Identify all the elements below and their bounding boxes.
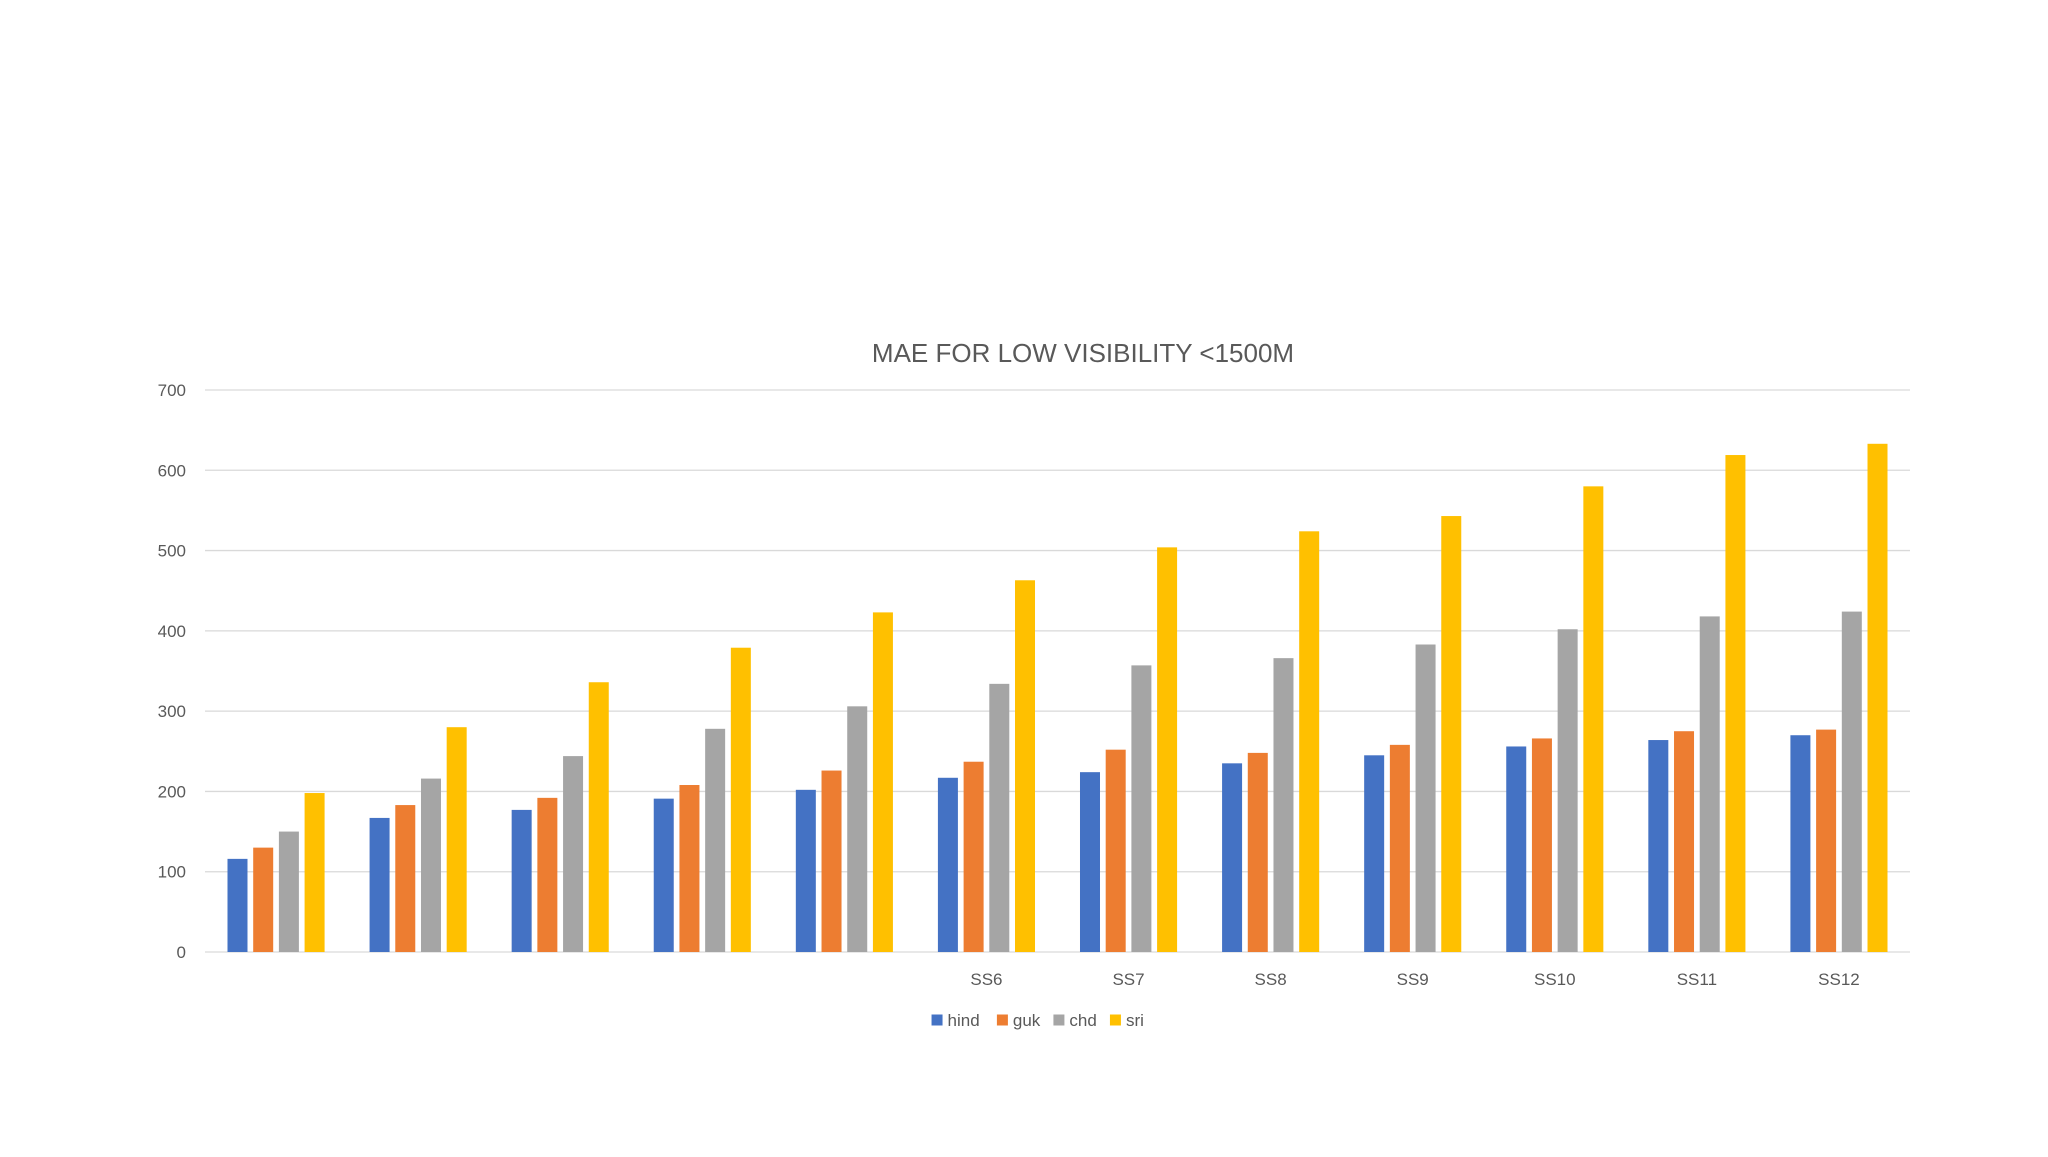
- bar-sri: [1867, 443, 1888, 952]
- legend-label-sri: sri: [1126, 1011, 1144, 1030]
- bar-hind: [937, 777, 958, 952]
- bar-guk: [679, 785, 700, 952]
- bar-sri: [1583, 486, 1604, 952]
- y-tick-label: 0: [177, 943, 186, 962]
- bar-hind: [1648, 740, 1669, 952]
- bar-chd: [420, 778, 441, 952]
- bar-hind: [1506, 746, 1527, 952]
- bar-guk: [1389, 744, 1410, 952]
- bar-sri: [1015, 580, 1036, 952]
- bar-hind: [511, 809, 532, 952]
- bar-chd: [1131, 665, 1152, 952]
- bar-hind: [1364, 755, 1385, 952]
- bar-chd: [1699, 616, 1720, 952]
- bars: [227, 443, 1888, 952]
- bar-sri: [304, 793, 325, 952]
- bar-sri: [1441, 516, 1462, 952]
- x-tick-label: SS6: [970, 970, 1002, 989]
- x-tick-label: SS8: [1255, 970, 1287, 989]
- legend-swatch-chd: [1053, 1014, 1065, 1026]
- bar-sri: [1157, 547, 1178, 952]
- bar-sri: [446, 727, 467, 952]
- bar-hind: [795, 789, 816, 952]
- bar-sri: [730, 647, 751, 952]
- chart-title: MAE FOR LOW VISIBILITY <1500M: [872, 338, 1294, 368]
- bar-sri: [872, 612, 893, 952]
- y-axis-tick-labels: 0 100 200 300 400 500 600 700: [158, 381, 186, 962]
- bar-guk: [1105, 749, 1126, 952]
- bar-guk: [1816, 729, 1837, 952]
- bar-hind: [653, 798, 674, 952]
- legend-label-guk: guk: [1013, 1011, 1041, 1030]
- bar-hind: [1790, 735, 1811, 952]
- bar-chd: [989, 683, 1010, 952]
- bar-chd: [278, 831, 299, 952]
- x-tick-label: SS12: [1818, 970, 1860, 989]
- y-tick-label: 100: [158, 863, 186, 882]
- x-tick-label: SS10: [1534, 970, 1576, 989]
- legend-swatch-hind: [931, 1014, 943, 1026]
- bar-hind: [1222, 763, 1243, 952]
- y-tick-label: 300: [158, 702, 186, 721]
- bar-sri: [588, 682, 609, 952]
- bar-chd: [847, 706, 868, 952]
- y-tick-label: 500: [158, 542, 186, 561]
- bar-guk: [1247, 752, 1268, 952]
- y-tick-label: 700: [158, 381, 186, 400]
- bar-chd: [563, 756, 584, 952]
- legend-swatch-sri: [1109, 1014, 1121, 1026]
- bar-hind: [369, 817, 390, 952]
- bar-chd: [1415, 644, 1436, 952]
- y-tick-label: 600: [158, 461, 186, 480]
- legend-label-hind: hind: [948, 1011, 980, 1030]
- bar-chd: [1841, 611, 1862, 952]
- bar-guk: [821, 770, 842, 952]
- bar-guk: [537, 797, 558, 952]
- bar-guk: [395, 805, 416, 952]
- bar-chd: [1273, 658, 1294, 952]
- y-tick-label: 200: [158, 782, 186, 801]
- x-tick-label: SS9: [1397, 970, 1429, 989]
- bar-chd: [705, 728, 726, 952]
- y-tick-label: 400: [158, 622, 186, 641]
- legend-swatch-guk: [996, 1014, 1008, 1026]
- bar-guk: [1531, 738, 1552, 952]
- bar-hind: [227, 858, 248, 952]
- x-axis-tick-labels: SS6 SS7 SS8 SS9 SS10 SS11 SS12: [970, 970, 1859, 989]
- legend: hind guk chd sri: [931, 1011, 1144, 1030]
- bar-chd: [1557, 629, 1578, 952]
- x-tick-label: SS11: [1677, 970, 1717, 989]
- bar-hind: [1079, 772, 1100, 952]
- x-tick-label: SS7: [1112, 970, 1144, 989]
- legend-label-chd: chd: [1069, 1011, 1096, 1030]
- bar-guk: [253, 847, 274, 952]
- bar-sri: [1725, 455, 1746, 952]
- bar-guk: [963, 761, 984, 952]
- bar-sri: [1299, 531, 1320, 952]
- gridlines: [205, 389, 1910, 953]
- bar-guk: [1674, 731, 1695, 952]
